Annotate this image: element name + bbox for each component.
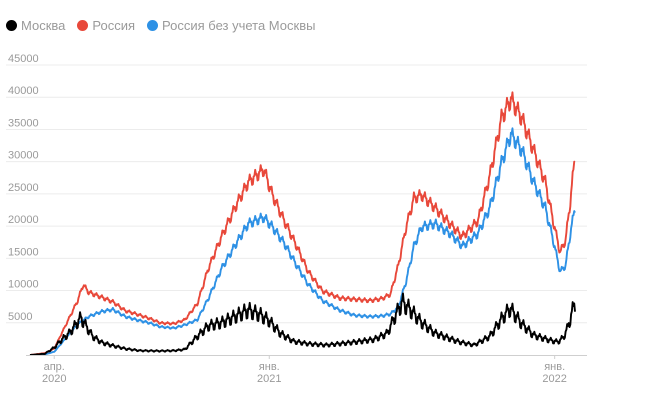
y-axis-ticks: 5000 10000 15000 20000 25000 30000 35000 40000 4…	[8, 53, 39, 323]
y-tick-label: 25000	[8, 182, 39, 194]
legend: Москва Россия Россия без учета Москвы	[6, 15, 315, 35]
y-tick-label: 5000	[8, 311, 32, 323]
x-tick-label: янв. 2021	[257, 361, 281, 385]
series-lines	[29, 91, 576, 356]
x-tick-label: апр. 2020	[42, 361, 66, 385]
y-tick-label: 20000	[8, 214, 39, 226]
series-line	[29, 127, 576, 356]
x-axis: апр. 2020 янв. 2021 янв. 2022	[26, 355, 587, 385]
legend-swatch-russia-excl-moscow	[147, 19, 159, 31]
series-line	[29, 292, 576, 356]
y-tick-label: 40000	[8, 85, 39, 97]
y-tick-label: 35000	[8, 117, 39, 129]
y-tick-label: 15000	[8, 246, 39, 258]
legend-swatch-moscow	[6, 19, 17, 31]
grid	[6, 64, 587, 324]
legend-label-russia-excl-moscow: Россия без учета Москвы	[162, 17, 316, 33]
x-tick-label: янв. 2022	[542, 361, 566, 385]
series-line	[29, 91, 576, 356]
y-tick-label: 30000	[8, 150, 39, 162]
legend-item-russia[interactable]: Россия	[77, 18, 135, 33]
legend-swatch-russia	[77, 19, 89, 31]
legend-item-russia-excl-moscow[interactable]: Россия без учета Москвы	[147, 18, 315, 33]
y-tick-label: 45000	[8, 53, 39, 65]
legend-item-moscow[interactable]: Москва	[6, 18, 65, 33]
legend-label-moscow: Москва	[21, 17, 66, 33]
y-tick-label: 10000	[8, 279, 39, 291]
legend-label-russia: Россия	[92, 17, 136, 33]
